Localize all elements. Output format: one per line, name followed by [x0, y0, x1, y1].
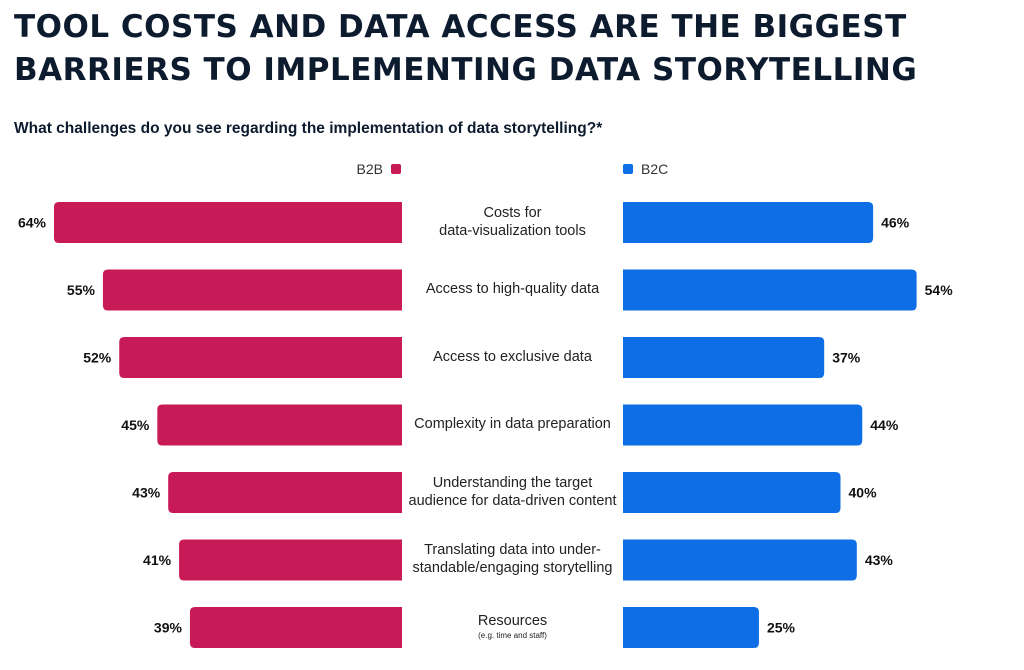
bar-b2c — [623, 202, 874, 243]
bar-b2b — [189, 607, 402, 648]
legend-b2c: B2C — [623, 161, 668, 177]
bar-b2b — [54, 202, 402, 243]
legend-b2b-swatch — [391, 164, 401, 174]
category-label: Complexity in data preparation — [402, 415, 623, 433]
category-label-line: Access to exclusive data — [433, 348, 592, 365]
bar-b2c — [623, 539, 857, 581]
chart-subtitle: What challenges do you see regarding the… — [14, 120, 603, 137]
bar-b2b — [102, 269, 402, 311]
legend-b2b-label: B2B — [356, 161, 383, 177]
bar-b2b — [179, 539, 402, 581]
data-label-b2c: 40% — [849, 485, 878, 501]
data-label-b2b: 64% — [18, 215, 47, 231]
data-label-b2b: 55% — [67, 282, 96, 298]
bar-b2c — [623, 337, 825, 378]
data-label-b2c: 37% — [832, 350, 861, 366]
data-label-b2c: 46% — [881, 215, 910, 231]
category-label-line: audience for data-driven content — [408, 492, 617, 509]
category-label-line: Translating data into under- — [424, 542, 601, 558]
data-label-b2b: 45% — [121, 417, 150, 433]
bar-b2c — [623, 404, 863, 446]
category-label: Translating data into under-standable/en… — [402, 541, 623, 577]
data-label-b2b: 39% — [154, 620, 183, 636]
chart-title: TOOL COSTS AND DATA ACCESS ARE THE BIGGE… — [14, 9, 918, 88]
data-label-b2b: 41% — [143, 552, 172, 568]
category-label-line: Understanding the target — [432, 474, 593, 491]
legend-b2c-label: B2C — [641, 161, 669, 177]
bar-b2b — [157, 404, 402, 446]
category-label-line: Costs for — [483, 204, 542, 221]
bar-b2b — [168, 472, 402, 513]
data-label-b2c: 25% — [767, 620, 796, 636]
category-label-note: (e.g. time and staff) — [478, 631, 547, 640]
legend-b2c-swatch — [623, 164, 633, 174]
data-label-b2b: 43% — [132, 485, 161, 501]
bar-b2c — [623, 607, 759, 648]
category-label-line: data-visualization tools — [439, 222, 586, 239]
bar-b2b — [119, 337, 402, 378]
bar-b2c — [623, 472, 841, 513]
category-label: Understanding the target audience for dat… — [402, 474, 623, 510]
data-label-b2c: 43% — [865, 552, 894, 568]
category-label: Access to high-quality data — [402, 280, 623, 298]
category-label: Costs for data-visualization tools — [402, 204, 623, 240]
bar-b2c — [623, 269, 917, 311]
legend-b2b: B2B — [357, 161, 401, 177]
category-label-line: standable/engaging storytelling — [412, 560, 613, 576]
data-label-b2c: 54% — [925, 282, 954, 298]
category-label-line: Resources — [477, 613, 548, 629]
category-label: Resources (e.g. time and staff) — [402, 612, 623, 641]
category-label-line: Complexity in data preparation — [414, 416, 611, 432]
data-label-b2b: 52% — [83, 350, 112, 366]
category-label: Access to exclusive data — [402, 348, 623, 366]
category-label-line: Access to high-quality data — [425, 281, 600, 297]
data-label-b2c: 44% — [870, 417, 899, 433]
